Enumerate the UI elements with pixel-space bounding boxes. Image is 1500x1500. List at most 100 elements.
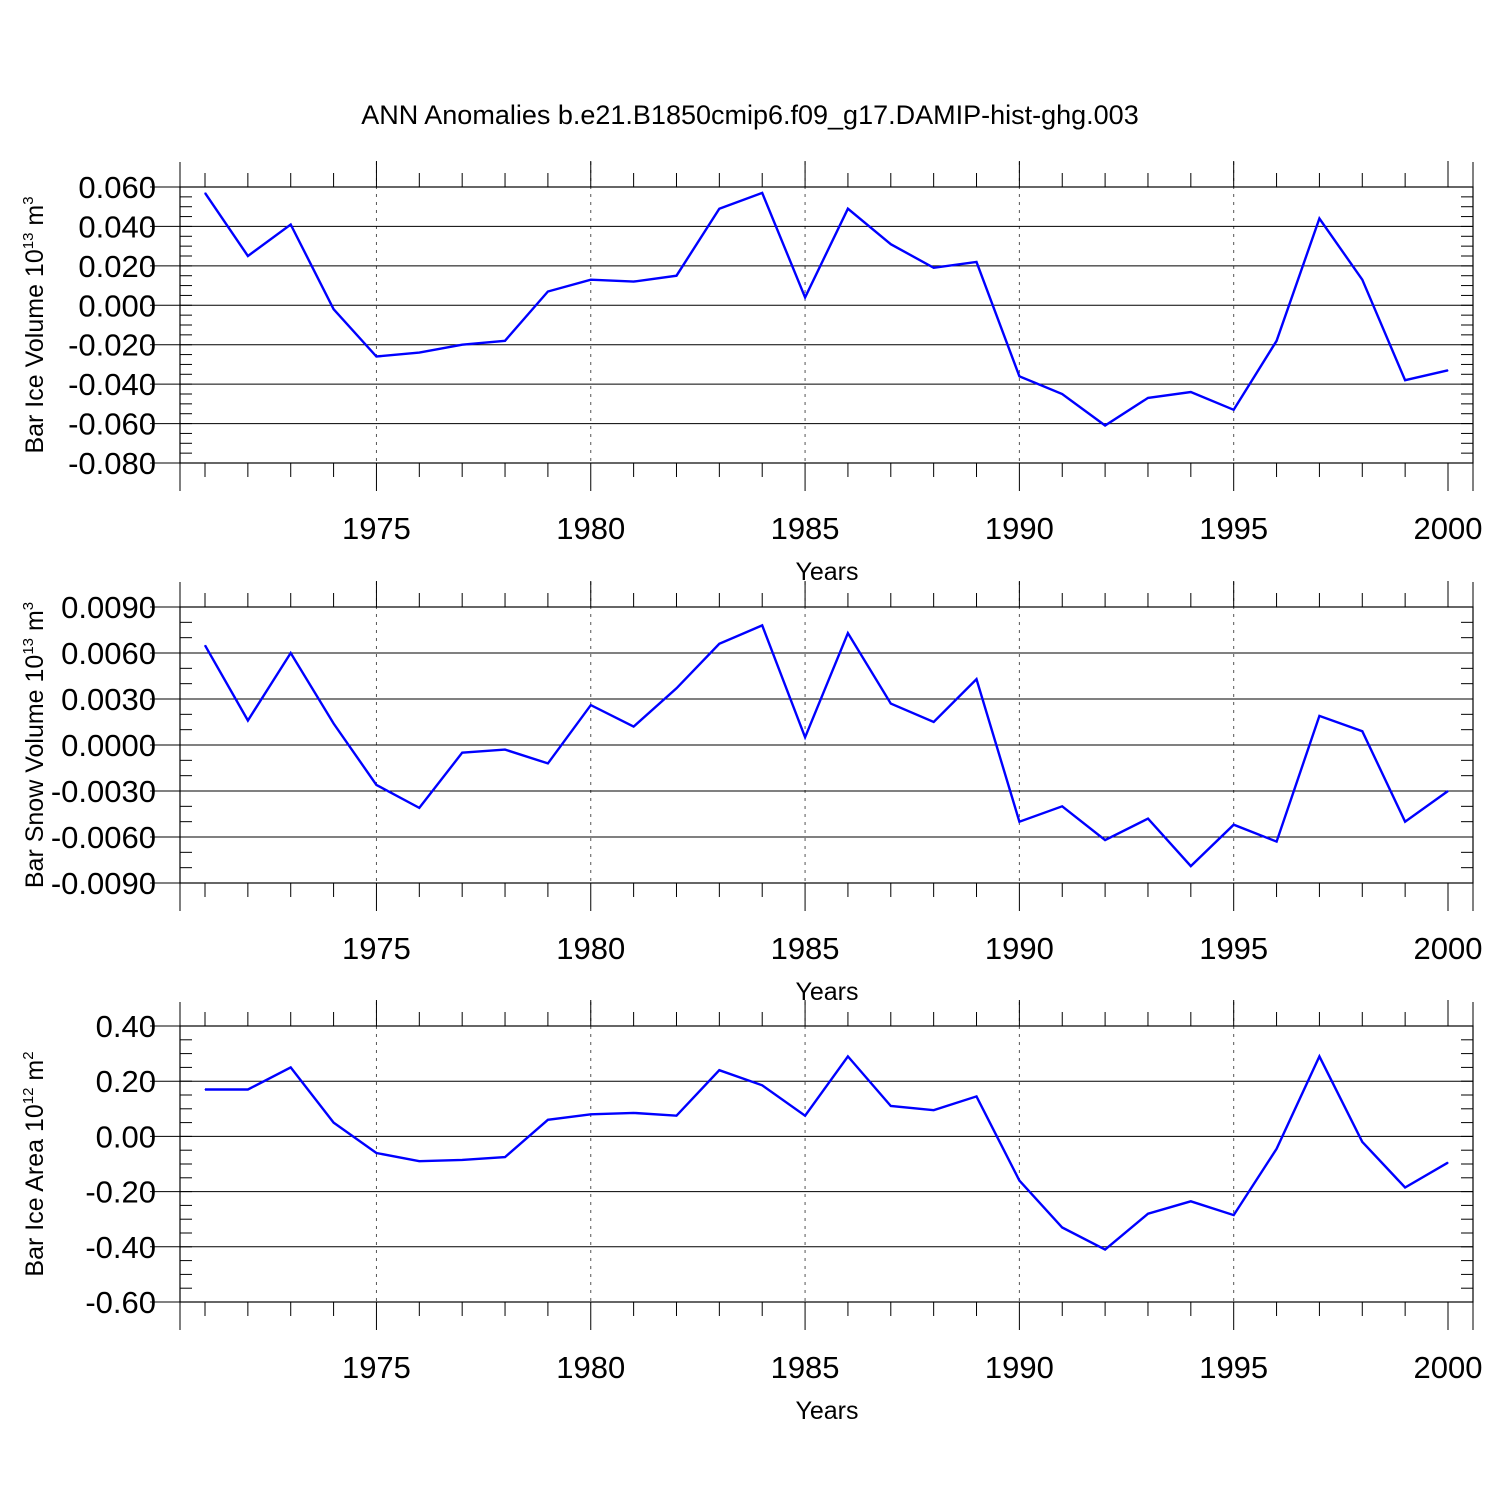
x-tick-label: 1995 — [1199, 931, 1268, 966]
data-point — [847, 1055, 849, 1057]
data-point — [1018, 375, 1020, 377]
y-axis-title-part: m — [21, 610, 49, 638]
data-point — [461, 344, 463, 346]
y-tick-label: -0.020 — [68, 328, 156, 363]
y-tick-label: -0.20 — [85, 1175, 156, 1210]
x-tick-label: 2000 — [1414, 931, 1483, 966]
data-point — [1276, 340, 1278, 342]
data-point — [675, 687, 677, 689]
y-tick-label: -0.040 — [68, 367, 156, 402]
data-point — [290, 652, 292, 654]
data-point — [847, 208, 849, 210]
series-line — [205, 1053, 1449, 1252]
data-point — [1318, 715, 1320, 717]
y-tick-label: 0.0090 — [61, 590, 156, 625]
data-point — [761, 192, 763, 194]
plot-frame — [179, 186, 1474, 464]
data-point — [418, 352, 420, 354]
data-point — [1104, 839, 1106, 841]
data-point — [247, 255, 249, 257]
data-point — [718, 1069, 720, 1071]
x-axis-title: Years — [795, 978, 858, 1006]
y-axis-title: Bar Ice Area 1012 m2 — [20, 1051, 49, 1276]
y-tick-label: 0.00 — [96, 1119, 156, 1154]
data-point — [890, 703, 892, 705]
data-point — [1447, 1162, 1449, 1164]
y-axis-title-part: Bar Snow Volume 10 — [21, 655, 49, 888]
data-point — [1404, 1186, 1406, 1188]
x-tick-label: 1990 — [985, 1350, 1054, 1385]
y-tick-label: 0.060 — [78, 170, 156, 205]
y-axis-title-part: Bar Ice Area 10 — [21, 1104, 49, 1276]
x-tick-label: 1985 — [771, 931, 840, 966]
data-point — [590, 704, 592, 706]
plot-frame — [179, 1025, 1474, 1303]
y-tick-label: -0.60 — [85, 1285, 156, 1320]
y-axis-title-part: 2 — [20, 1051, 37, 1059]
panel-1: 0.060 0.040 0.020 0.000 -0.020 -0.040 -0.060 -0… — [20, 161, 1482, 586]
data-point — [1061, 393, 1063, 395]
data-point — [890, 243, 892, 245]
data-point — [1404, 821, 1406, 823]
y-tick-label: 0.0000 — [61, 728, 156, 763]
y-tick-label: 0.040 — [78, 209, 156, 244]
data-point — [375, 356, 377, 358]
data-point — [1276, 841, 1278, 843]
data-point — [1361, 730, 1363, 732]
x-tick-label: 1975 — [342, 511, 411, 546]
panel-3: 0.40 0.20 0.00 -0.20 -0.40 -0.60 1975 1980 1985 1… — [20, 1000, 1482, 1425]
data-point — [204, 192, 206, 194]
data-point — [504, 340, 506, 342]
x-tick-label: 1995 — [1199, 1350, 1268, 1385]
y-axis-title-part: Bar Ice Volume 10 — [21, 249, 49, 453]
data-point — [1447, 369, 1449, 371]
y-tick-label: 0.020 — [78, 249, 156, 284]
data-point — [418, 807, 420, 809]
data-point — [1147, 397, 1149, 399]
data-point — [718, 643, 720, 645]
data-point — [375, 784, 377, 786]
y-tick-label: -0.060 — [68, 407, 156, 442]
data-point — [804, 1115, 806, 1117]
chart-title: ANN Anomalies b.e21.B1850cmip6.f09_g17.D… — [361, 100, 1138, 130]
data-point — [204, 1088, 206, 1090]
data-point — [1061, 1226, 1063, 1228]
data-point — [1190, 391, 1192, 393]
data-point — [590, 1113, 592, 1115]
data-point — [1018, 821, 1020, 823]
data-point — [1361, 279, 1363, 281]
data-point — [1447, 790, 1449, 792]
y-tick-label: 0.40 — [96, 1009, 156, 1044]
data-point — [675, 1115, 677, 1117]
data-point — [1061, 805, 1063, 807]
data-point — [976, 261, 978, 263]
data-point — [633, 281, 635, 283]
data-point — [976, 678, 978, 680]
series-line — [204, 191, 1449, 427]
data-point — [290, 1066, 292, 1068]
x-tick-label: 1995 — [1199, 511, 1268, 546]
data-point — [933, 267, 935, 269]
data-point — [1104, 1249, 1106, 1251]
data-point — [1361, 1141, 1363, 1143]
data-point — [504, 1156, 506, 1158]
data-point — [1018, 1180, 1020, 1182]
data-point — [1147, 1213, 1149, 1215]
series-line — [203, 623, 1449, 868]
x-tick-label: 1985 — [771, 1350, 840, 1385]
data-point — [547, 762, 549, 764]
y-tick-label: -0.0030 — [51, 774, 156, 809]
x-tick-label: 1980 — [556, 931, 625, 966]
data-point — [675, 275, 677, 277]
y-axis-title-part: 3 — [20, 602, 37, 610]
data-point — [1233, 1214, 1235, 1216]
data-point — [804, 296, 806, 298]
y-axis-title-part: 12 — [20, 1088, 37, 1105]
y-tick-label: 0.20 — [96, 1064, 156, 1099]
x-tick-label: 1985 — [771, 511, 840, 546]
plot-frame — [179, 606, 1474, 884]
y-axis-title-part: 13 — [20, 638, 37, 655]
y-axis-title-part: m — [21, 205, 49, 233]
data-point — [976, 1095, 978, 1097]
